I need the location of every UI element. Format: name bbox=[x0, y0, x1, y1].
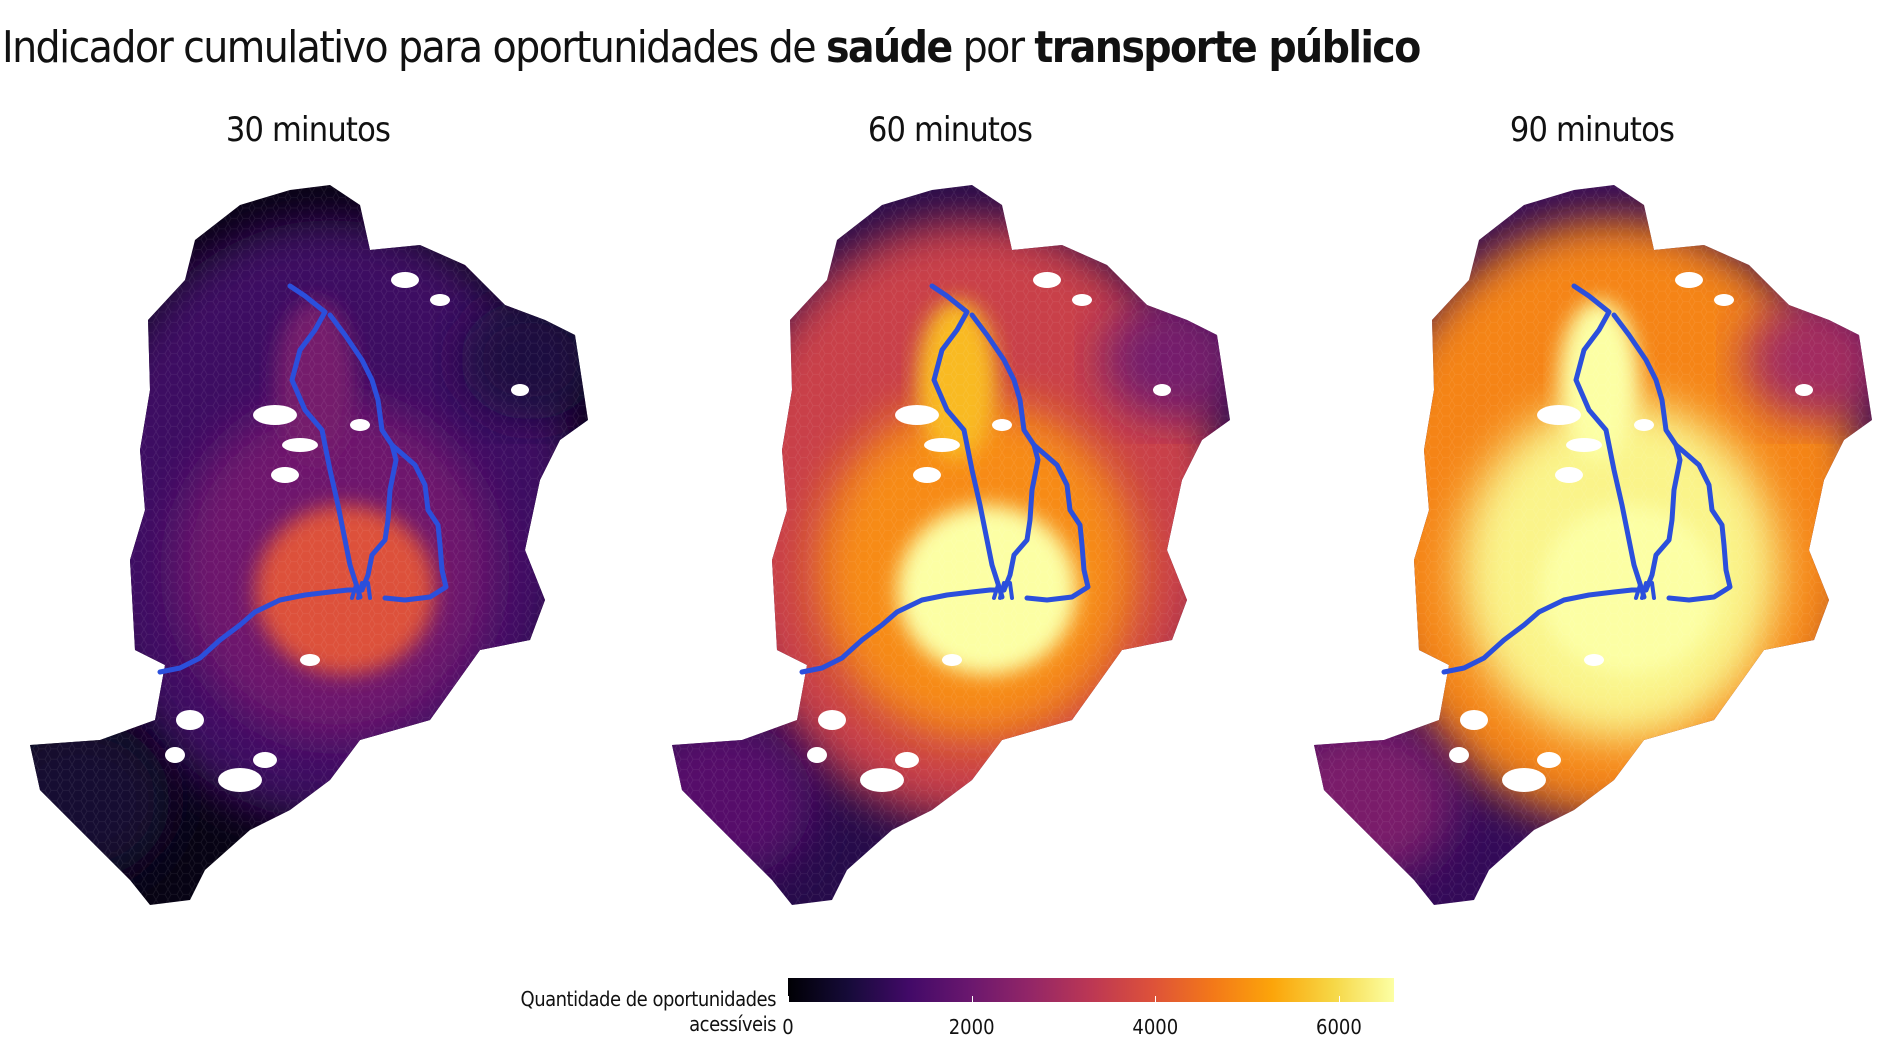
map-panel-90 bbox=[1314, 185, 1872, 905]
no-data-gap bbox=[253, 405, 297, 425]
no-data-gap bbox=[1566, 438, 1602, 452]
no-data-gap bbox=[807, 747, 827, 763]
transit-line bbox=[929, 283, 1005, 600]
map-panel-60 bbox=[672, 185, 1230, 905]
no-data-gap bbox=[430, 294, 450, 306]
no-data-gap bbox=[350, 419, 370, 431]
transit-line bbox=[382, 442, 449, 603]
legend-tick-mark bbox=[971, 996, 973, 1002]
map-panel-body bbox=[672, 185, 1230, 905]
accessibility-surface bbox=[672, 185, 1230, 905]
legend-tick-label: 6000 bbox=[1316, 1015, 1362, 1039]
no-data-gap bbox=[913, 467, 941, 483]
no-data-gap bbox=[895, 405, 939, 425]
legend-title: Quantidade de oportunidades acessíveis bbox=[470, 987, 777, 1037]
transit-line bbox=[287, 283, 363, 600]
no-data-gap bbox=[818, 710, 846, 730]
map-panel-body bbox=[1314, 185, 1872, 905]
transit-line bbox=[1571, 283, 1647, 600]
transit-line bbox=[157, 587, 365, 675]
map-panels bbox=[30, 185, 1872, 905]
no-data-gap bbox=[253, 752, 277, 768]
legend-colorbar bbox=[788, 978, 1394, 1002]
no-data-gap bbox=[1153, 384, 1171, 396]
transit-line bbox=[1666, 442, 1733, 603]
no-data-gap bbox=[1555, 467, 1583, 483]
hex-grid bbox=[30, 185, 588, 905]
no-data-gap bbox=[282, 438, 318, 452]
hex-grid bbox=[672, 185, 1230, 905]
no-data-gap bbox=[895, 752, 919, 768]
title-bold-transport: transporte público bbox=[1034, 22, 1421, 73]
no-data-gap bbox=[1537, 752, 1561, 768]
no-data-gap bbox=[1675, 272, 1703, 288]
legend-tick-label: 0 bbox=[782, 1015, 794, 1039]
map-panel-body bbox=[30, 185, 588, 905]
no-data-gap bbox=[1449, 747, 1469, 763]
no-data-gap bbox=[1584, 654, 1604, 666]
transit-line bbox=[327, 312, 399, 593]
legend-tick-label: 4000 bbox=[1132, 1015, 1179, 1039]
no-data-gap bbox=[300, 654, 320, 666]
no-data-gap bbox=[511, 384, 529, 396]
no-data-gap bbox=[271, 467, 299, 483]
no-data-gap bbox=[165, 747, 185, 763]
hex-grid bbox=[1314, 185, 1872, 905]
no-data-gap bbox=[1634, 419, 1654, 431]
legend-tick-label: 2000 bbox=[948, 1015, 995, 1039]
transit-line bbox=[1441, 587, 1649, 675]
transit-station bbox=[350, 581, 372, 600]
no-data-gap bbox=[391, 272, 419, 288]
transit-station bbox=[992, 581, 1014, 600]
transit-line bbox=[1024, 442, 1091, 603]
no-data-gap bbox=[176, 710, 204, 730]
accessibility-surface bbox=[1314, 185, 1872, 905]
legend-tick-mark bbox=[1338, 996, 1340, 1002]
transit-line bbox=[969, 312, 1041, 593]
no-data-gap bbox=[1714, 294, 1734, 306]
map-panel-30 bbox=[30, 185, 588, 905]
chart-title: Indicador cumulativo para oportunidades … bbox=[2, 22, 1421, 73]
no-data-gap bbox=[1502, 768, 1546, 792]
legend-tick-mark bbox=[788, 996, 789, 1002]
transit-line bbox=[799, 587, 1007, 675]
no-data-gap bbox=[942, 654, 962, 666]
no-data-gap bbox=[218, 768, 262, 792]
legend-tick-mark bbox=[1155, 996, 1157, 1002]
no-data-gap bbox=[860, 768, 904, 792]
no-data-gap bbox=[992, 419, 1012, 431]
panel-title-90: 90 minutos bbox=[1509, 110, 1675, 150]
transit-line bbox=[1611, 312, 1683, 593]
no-data-gap bbox=[924, 438, 960, 452]
legend-title-line1: Quantidade de oportunidades bbox=[520, 987, 777, 1011]
panel-title-60: 60 minutos bbox=[867, 110, 1033, 150]
accessibility-surface bbox=[30, 185, 588, 905]
title-middle: por bbox=[951, 22, 1035, 73]
legend-title-line2: acessíveis bbox=[689, 1012, 776, 1036]
no-data-gap bbox=[1460, 710, 1488, 730]
transit-station bbox=[1634, 581, 1656, 600]
no-data-gap bbox=[1795, 384, 1813, 396]
no-data-gap bbox=[1033, 272, 1061, 288]
no-data-gap bbox=[1537, 405, 1581, 425]
title-bold-health: saúde bbox=[825, 22, 953, 73]
no-data-gap bbox=[1072, 294, 1092, 306]
panel-title-30: 30 minutos bbox=[225, 110, 391, 150]
title-prefix: Indicador cumulativo para oportunidades … bbox=[2, 22, 826, 73]
